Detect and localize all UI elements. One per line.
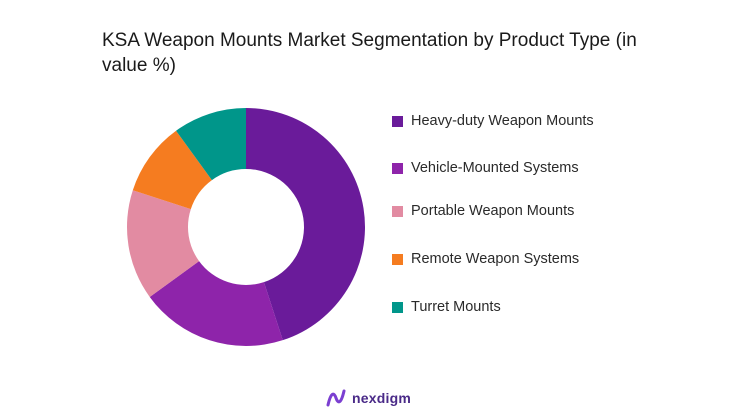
legend-item: Portable Weapon Mounts — [392, 201, 574, 221]
legend-swatch — [392, 115, 403, 127]
nexdigm-logo-icon — [326, 389, 346, 407]
donut-slice-vehicle-mounted-systems — [149, 261, 283, 346]
legend-label: Turret Mounts — [411, 299, 501, 315]
nexdigm-logo: nexdigm — [326, 388, 411, 408]
donut-slice-turret-mounts — [176, 108, 246, 181]
legend-swatch — [392, 162, 403, 174]
legend-swatch — [392, 253, 403, 265]
logo-text: nexdigm — [352, 390, 411, 406]
legend-item: Turret Mounts — [392, 297, 501, 317]
chart-title: KSA Weapon Mounts Market Segmentation by… — [102, 30, 637, 76]
donut-slice-portable-weapon-mounts — [126, 190, 200, 297]
legend-label: Portable Weapon Mounts — [411, 203, 575, 219]
legend-swatch — [392, 301, 403, 313]
legend-item: Vehicle-Mounted Systems — [392, 158, 579, 178]
donut-slice-heavy-duty-weapon-mounts — [246, 108, 366, 341]
legend-label: Heavy-duty Weapon Mounts — [411, 113, 594, 129]
legend-item: Heavy-duty Weapon Mounts — [392, 111, 594, 131]
legend-label: Remote Weapon Systems — [411, 251, 580, 267]
legend-item: Remote Weapon Systems — [392, 249, 579, 269]
donut-slice-remote-weapon-systems — [132, 130, 212, 210]
legend-label: Vehicle-Mounted Systems — [411, 160, 579, 176]
legend-swatch — [392, 205, 403, 217]
